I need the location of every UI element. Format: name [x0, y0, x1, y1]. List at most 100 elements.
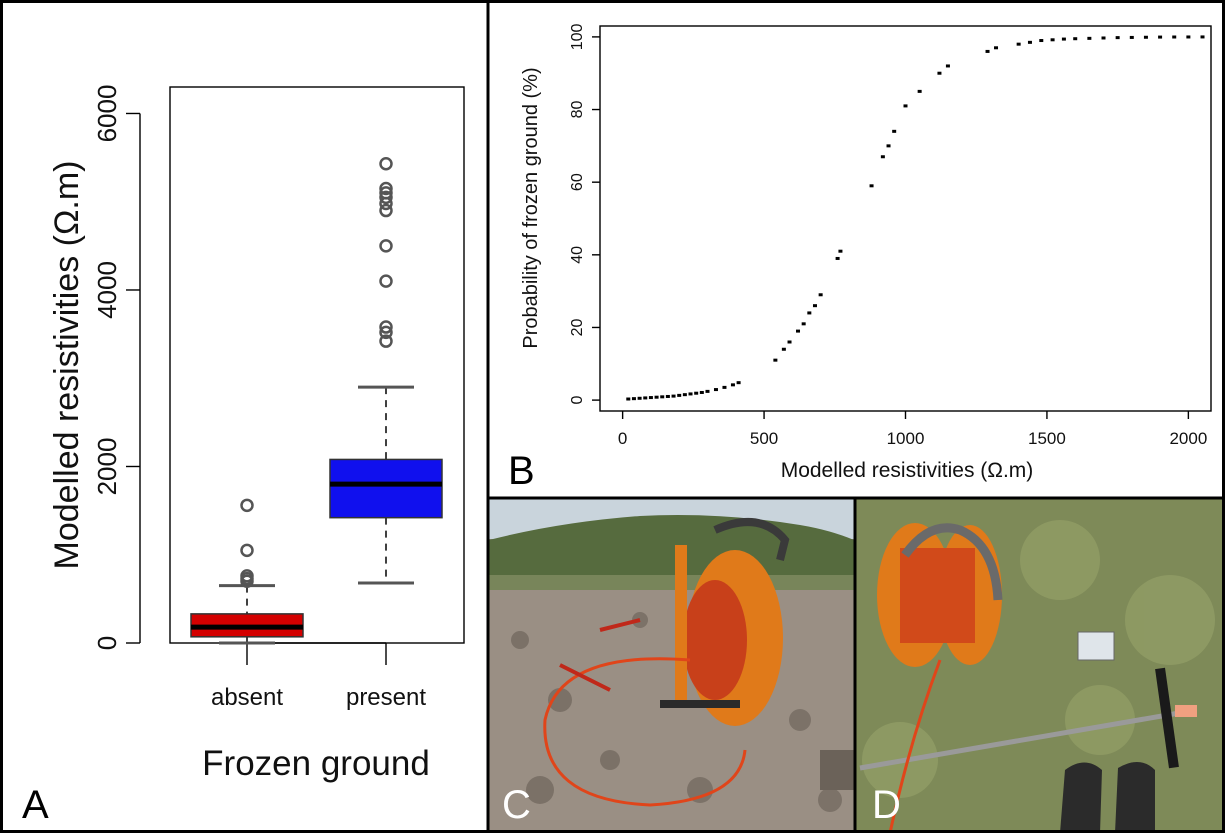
box-absent [190, 498, 304, 645]
panel-b-scatter: 0 20 40 60 80 100 0 500 1000 1500 2000 Probabilit… [520, 23, 1212, 482]
scatter-point [1186, 35, 1191, 39]
scatter-point [1016, 42, 1021, 46]
scatter-point [1172, 35, 1177, 39]
box-outlier [240, 498, 254, 513]
meter-box [1077, 631, 1115, 661]
scatter-y-tick-label: 60 [569, 173, 586, 191]
scatter-x-tick-label: 500 [750, 429, 778, 448]
scatter-x-axis: 0 500 1000 1500 2000 [618, 411, 1207, 448]
boxplot-y-tick-label: 4000 [92, 261, 122, 319]
panel-label-c: C [502, 783, 531, 827]
scatter-point [796, 329, 801, 333]
scatter-point [917, 89, 922, 93]
boxplot-x-axis: absent present [211, 642, 426, 711]
scatter-point [801, 322, 806, 326]
electrode-rod [859, 709, 1186, 771]
scatter-point [945, 64, 950, 68]
scatter-point [937, 71, 942, 75]
scatter-y-axis-title: Probability of frozen ground (%) [520, 67, 542, 348]
scatter-point [1129, 35, 1134, 39]
scatter-x-tick-label: 1500 [1028, 429, 1066, 448]
scatter-point [1061, 37, 1066, 41]
scatter-point [671, 394, 676, 398]
scatter-point [838, 249, 843, 253]
scatter-x-tick-label: 0 [618, 429, 627, 448]
scatter-x-tick-label: 1000 [887, 429, 925, 448]
scatter-point [903, 104, 908, 108]
boots [1060, 761, 1155, 833]
panel-label-d: D [872, 783, 901, 827]
scatter-point [694, 391, 699, 395]
scatter-point [869, 184, 874, 188]
boxplot-y-axis-title: Modelled resistivities (Ω.m) [48, 161, 86, 570]
scatter-point [736, 381, 741, 385]
box-body [329, 458, 443, 519]
scatter-point [1050, 38, 1055, 42]
scatter-point [886, 144, 891, 148]
box-outlier [240, 569, 254, 583]
box-outlier [379, 190, 393, 205]
photo-c-cable-reel-on-gravel [489, 499, 854, 833]
scatter-point [781, 347, 786, 351]
scatter-point [787, 340, 792, 344]
scatter-point [677, 393, 682, 397]
scatter-point [722, 385, 727, 389]
box-outlier [379, 325, 393, 340]
box-outlier [379, 181, 393, 196]
scatter-point [730, 383, 735, 387]
scatter-point [713, 388, 718, 392]
photo-d-reel-on-grass [856, 499, 1225, 833]
scatter-point [654, 395, 659, 399]
boxplot-x-tick-label: absent [211, 684, 283, 711]
box-outlier [379, 239, 393, 253]
cable-reel-d [877, 523, 1003, 667]
boxplot-y-tick-label: 6000 [92, 85, 122, 143]
scatter-point [665, 394, 670, 398]
scatter-y-tick-label: 40 [569, 246, 586, 264]
scatter-point [626, 397, 631, 401]
box-outlier [379, 334, 393, 348]
red-cable-c [543, 657, 747, 807]
scatter-y-tick-label: 80 [569, 101, 586, 119]
cable-reel-c [660, 518, 790, 726]
boxplot-x-axis-title: Frozen ground [202, 744, 430, 783]
box-outlier [379, 186, 393, 200]
scatter-y-tick-label: 20 [569, 318, 586, 336]
scatter-x-tick-label: 2000 [1169, 429, 1207, 448]
boxplot-y-tick-label: 0 [92, 636, 122, 650]
box-outlier [379, 274, 393, 288]
boxplot-x-tick-label: present [346, 684, 426, 711]
scatter-x-axis-title: Modelled resistivities (Ω.m) [781, 459, 1034, 482]
scatter-y-axis: 0 20 40 60 80 100 [569, 23, 600, 405]
scatter-point [643, 396, 648, 400]
scatter-point [773, 358, 778, 362]
scatter-point [1027, 40, 1032, 44]
scatter-y-tick-label: 0 [569, 396, 586, 405]
scatter-point [1200, 35, 1205, 39]
panel-label-b: B [508, 449, 535, 493]
scatter-point [631, 397, 636, 401]
scatter-y-tick-label: 100 [569, 23, 586, 50]
scatter-point [1143, 35, 1148, 39]
box-outlier [379, 157, 393, 171]
box-present [329, 157, 443, 585]
scatter-point [1039, 39, 1044, 43]
box-outlier [379, 320, 393, 334]
panel-label-a: A [22, 783, 49, 827]
scatter-point [682, 393, 687, 397]
scatter-point [1101, 36, 1106, 40]
scatter-point [892, 129, 897, 133]
scatter-point [807, 311, 812, 315]
scatter-points [626, 35, 1205, 401]
scatter-point [812, 304, 817, 308]
scatter-point [1115, 36, 1120, 40]
scatter-point [818, 293, 823, 297]
scatter-point [1073, 37, 1078, 41]
scatter-point [1087, 36, 1092, 40]
scatter-point [648, 396, 653, 400]
boxplot-boxes [190, 157, 443, 645]
scatter-point [880, 155, 885, 159]
scatter-point [835, 256, 840, 260]
